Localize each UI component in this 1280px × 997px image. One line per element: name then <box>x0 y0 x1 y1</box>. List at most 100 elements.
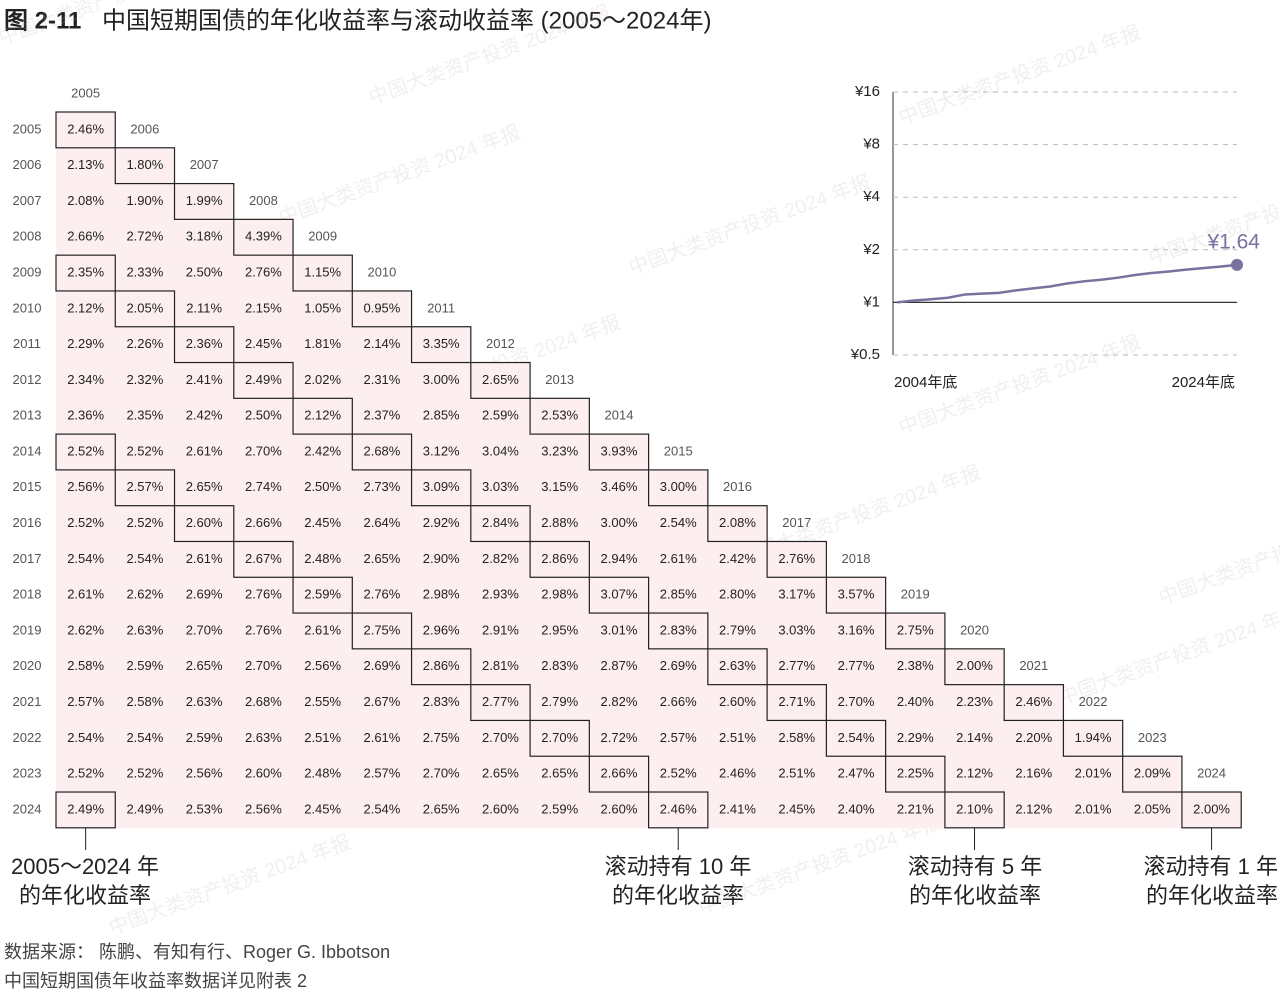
cell-value: 2.45% <box>245 336 282 351</box>
cell-bg <box>767 792 827 829</box>
cell-bg <box>233 398 294 435</box>
cell-value: 2.54% <box>126 551 163 566</box>
cell-value: 3.35% <box>423 336 460 351</box>
column-label: 2006 <box>130 121 159 136</box>
cell-value: 2.40% <box>838 801 875 816</box>
column-label: 2015 <box>664 443 693 458</box>
figure-title: 中国短期国债的年化收益率与滚动收益率 (2005～2024年) <box>102 7 711 34</box>
cell-value: 2.90% <box>423 551 460 566</box>
cell-value: 3.15% <box>541 479 578 494</box>
cell-bg <box>233 756 294 793</box>
cell-box <box>233 540 294 578</box>
cell-bg <box>233 362 294 399</box>
cell-value: 2.41% <box>719 801 756 816</box>
cell-value: 2.13% <box>67 157 104 172</box>
cell-bg <box>767 756 827 793</box>
cell-box <box>173 182 235 220</box>
cell-bg <box>352 577 413 614</box>
cell-bg <box>233 326 294 364</box>
column-label: 2012 <box>486 336 515 351</box>
cell-bg <box>293 577 353 614</box>
cell-box <box>825 719 887 757</box>
column-label: 2017 <box>782 515 811 530</box>
cell-value: 2.77% <box>838 658 875 673</box>
cell-box <box>410 469 472 507</box>
row-label: 2011 <box>13 336 41 351</box>
cell-box <box>1062 719 1124 757</box>
cell-bg <box>707 541 768 578</box>
watermark: 中国大类资产投资 2024 年报 <box>1156 501 1280 610</box>
cell-bg <box>648 792 709 829</box>
column-label: 2007 <box>190 157 219 172</box>
cell-value: 2.57% <box>67 694 104 709</box>
cell-bg <box>233 541 294 578</box>
value-label: ¥1.64 <box>1206 230 1260 253</box>
cell-bg <box>352 469 413 507</box>
cell-box <box>470 361 531 399</box>
cell-bg <box>648 577 709 614</box>
cell-value: 2.01% <box>1075 766 1112 781</box>
cell-value: 2.41% <box>186 372 223 387</box>
cell-bg <box>56 613 116 650</box>
cell-bg <box>648 613 709 650</box>
cell-bg <box>174 255 235 292</box>
cell-box <box>292 576 353 614</box>
cell-bg <box>352 505 413 542</box>
cell-bg <box>56 792 116 829</box>
cell-value: 2.42% <box>186 408 223 423</box>
column-label: 2008 <box>249 193 278 208</box>
cell-value: 2.70% <box>541 730 578 745</box>
cell-value: 2.50% <box>186 264 223 279</box>
cell-bg <box>56 434 116 471</box>
cell-value: 2.05% <box>1134 801 1171 816</box>
cell-value: 2.94% <box>601 551 638 566</box>
cell-bg <box>648 505 709 542</box>
cell-bg <box>293 792 353 829</box>
cell-value: 2.54% <box>660 515 697 530</box>
cell-bg <box>885 792 946 829</box>
cell-value: 2.52% <box>67 443 104 458</box>
note: 中国短期国债年收益率数据详见附表 2 <box>4 971 307 991</box>
cell-value: 2.50% <box>304 479 341 494</box>
cell-bg <box>115 684 176 721</box>
cell-value: 2.66% <box>660 694 697 709</box>
cell-value: 2.14% <box>363 336 400 351</box>
cell-bg <box>115 577 176 614</box>
watermark: 中国大类资产投资 2024 年报 <box>896 21 1144 130</box>
cell-bg <box>115 648 176 686</box>
cell-value: 2.15% <box>245 300 282 315</box>
cell-box <box>647 612 709 650</box>
cell-bg <box>411 398 472 435</box>
annotation: 滚动持有 5 年 <box>908 854 1042 879</box>
cell-bg <box>352 792 413 829</box>
cell-bg <box>411 541 472 578</box>
cell-value: 2.61% <box>186 443 223 458</box>
cell-bg <box>56 684 116 721</box>
cell-value: 2.56% <box>304 658 341 673</box>
cell-bg <box>174 362 235 399</box>
cell-bg <box>470 577 531 614</box>
watermark: 中国大类资产投资 2024 年报 <box>626 171 874 280</box>
cell-value: 2.76% <box>778 551 815 566</box>
cell-bg <box>56 255 116 292</box>
column-label: 2021 <box>1019 658 1048 673</box>
cell-value: 2.51% <box>778 766 815 781</box>
cell-bg <box>174 684 235 721</box>
cell-bg <box>233 648 294 686</box>
cell-bg <box>56 648 116 686</box>
cell-value: 3.00% <box>423 372 460 387</box>
cell-bg <box>885 756 946 793</box>
cell-value: 2.34% <box>67 372 104 387</box>
cell-bg <box>885 648 946 686</box>
cell-value: 2.09% <box>1134 766 1171 781</box>
cell-bg <box>885 720 946 757</box>
y-tick-label: ¥0.5 <box>850 346 880 363</box>
cell-value: 2.84% <box>482 515 519 530</box>
cell-box <box>529 540 590 578</box>
row-label: 2010 <box>13 300 42 315</box>
line <box>896 263 1238 304</box>
cell-bg <box>174 648 235 686</box>
cell-bg <box>589 541 650 578</box>
cell-box <box>707 505 768 543</box>
cell-bg <box>411 613 472 650</box>
